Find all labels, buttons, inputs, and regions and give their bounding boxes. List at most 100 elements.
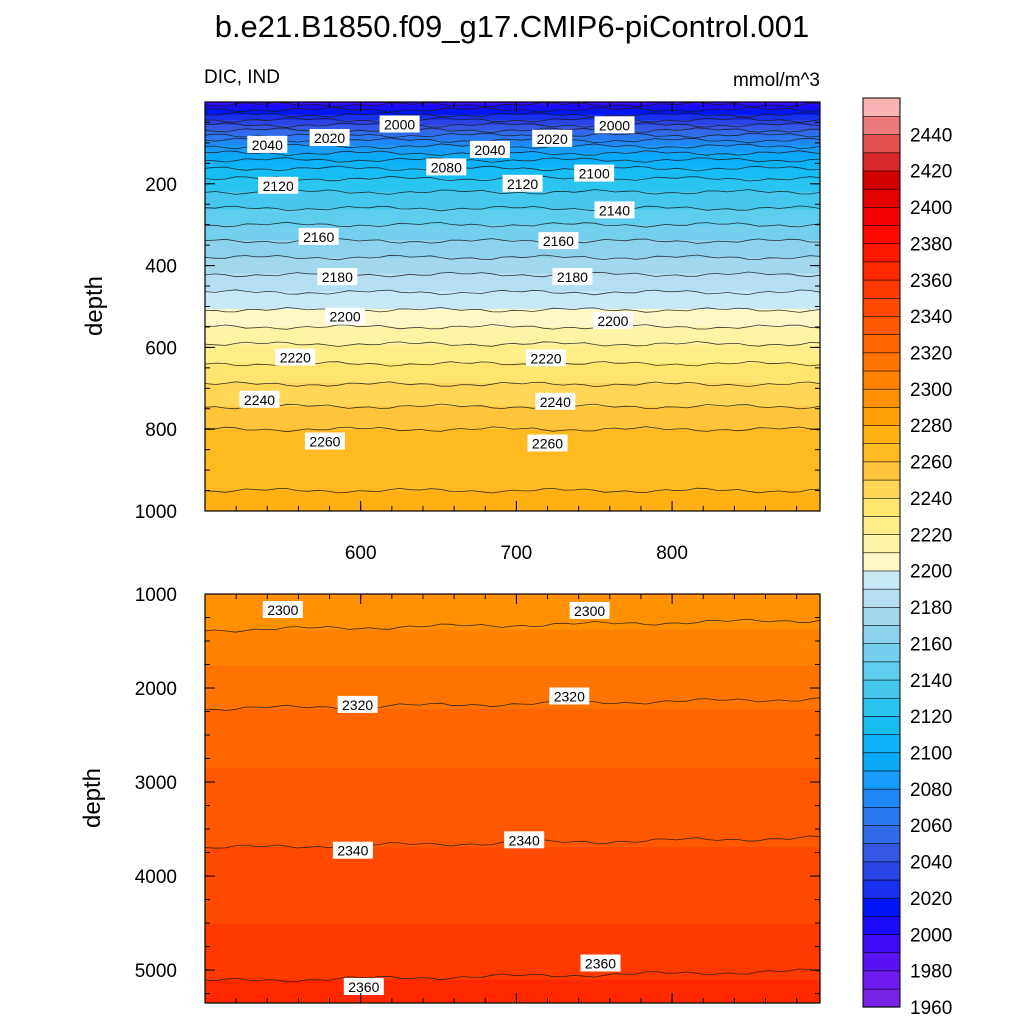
contour-fill-band	[205, 234, 820, 239]
contour-fill-band	[205, 444, 820, 448]
contour-label: 2320	[337, 695, 378, 713]
contour-label-text: 2120	[263, 178, 294, 194]
contour-fill-band	[205, 849, 820, 853]
colorbar-label: 2160	[910, 634, 952, 655]
upper-contour-lines	[205, 102, 820, 494]
contour-fill-band	[205, 245, 820, 249]
contour-fill-band	[205, 1000, 820, 1003]
contour-label-box	[309, 129, 350, 146]
contour-line-2270	[205, 487, 820, 494]
contour-label: 2000	[594, 116, 635, 134]
contour-fill-band	[205, 775, 820, 779]
contour-line-2240	[205, 381, 820, 388]
contour-label-box	[526, 349, 566, 367]
contour-fill-band	[205, 217, 820, 221]
contour-label: 2020	[532, 129, 573, 147]
contour-fill-band	[205, 778, 820, 782]
contour-label-text: 2360	[585, 956, 616, 972]
colorbar-swatch	[862, 424, 901, 445]
contour-fill-band	[205, 326, 820, 331]
upper-panel: DIC, IND mmol/m^3 2040 202020002080204020…	[81, 67, 821, 564]
contour-fill-band	[205, 439, 820, 443]
colorbar-frame	[862, 97, 901, 1008]
colorbar-swatch	[862, 715, 901, 735]
contour-fill-band	[205, 622, 820, 626]
contour-label-box	[594, 201, 635, 219]
contour-fill-band	[205, 926, 820, 930]
contour-fill-band	[205, 678, 820, 682]
contour-fill-band	[205, 142, 820, 147]
contour-label-text: 2200	[330, 309, 361, 325]
colorbar-swatch	[862, 770, 901, 790]
contour-fill-band	[205, 617, 820, 621]
y-tick-label: 400	[145, 257, 177, 278]
contour-fill-band	[205, 719, 820, 723]
contour-fill-band	[205, 242, 820, 246]
contour-fill-band	[205, 401, 820, 405]
colorbar-swatch	[862, 624, 901, 644]
contour-fill-band	[205, 867, 820, 871]
contour-fill-band	[205, 601, 820, 605]
upper-axis-ticks: 200 400 600 800 1000 600 700 800	[135, 101, 820, 564]
contour-fill-band	[205, 854, 820, 858]
contour-fill-band	[205, 293, 820, 297]
contour-line-2190	[205, 289, 820, 296]
units-label: mmol/m^3	[733, 70, 820, 91]
contour-fill-band	[205, 780, 820, 784]
contour-label-text: 2320	[554, 689, 585, 705]
contour-fill-band	[205, 665, 820, 669]
contour-fill-band	[205, 647, 820, 651]
contour-line-2140	[205, 205, 820, 212]
contour-fill-band	[205, 503, 820, 507]
contour-fill-band	[205, 316, 820, 320]
contour-fill-band	[205, 441, 820, 446]
contour-fill-band	[205, 421, 820, 425]
contour-label-box	[275, 348, 316, 366]
contour-fill-band	[205, 398, 820, 402]
colorbar-swatch	[862, 279, 901, 299]
contour-fill-band	[205, 393, 820, 397]
contour-fill-band	[205, 813, 820, 818]
colorbar-swatch	[862, 988, 901, 1008]
contour-label-box	[247, 135, 288, 153]
contour-fill-band	[205, 482, 820, 487]
colorbar-swatch	[862, 879, 901, 899]
colorbar-label: 2100	[910, 744, 952, 765]
contour-fill-band	[205, 367, 820, 372]
contour-fill-band	[205, 640, 820, 644]
contour-fill-band	[205, 974, 820, 979]
lower-plot-frame	[204, 593, 821, 1004]
contour-label-text: 2360	[348, 979, 379, 995]
contour-fill-band	[205, 663, 820, 667]
colorbar-swatch	[862, 915, 901, 935]
contour-fill-band	[205, 691, 820, 695]
contour-fill-band	[205, 650, 820, 654]
contour-fill-band	[205, 724, 820, 728]
contour-fill-band	[205, 160, 820, 165]
contour-label-text: 2160	[543, 233, 574, 249]
lower-y-axis-label: depth	[79, 768, 106, 828]
contour-fill-band	[205, 729, 820, 733]
contour-fill-band	[205, 629, 820, 634]
contour-fill-band	[205, 788, 820, 792]
contour-label-box	[469, 140, 510, 158]
contour-fill-band	[205, 877, 820, 881]
contour-fill-band	[205, 627, 820, 631]
contour-fill-band	[205, 349, 820, 354]
contour-fill-band	[205, 760, 820, 764]
contour-fill-band	[205, 127, 820, 131]
contour-fill-band	[205, 954, 820, 958]
contour-label: 2340	[332, 841, 373, 859]
contour-fill-band	[205, 992, 820, 997]
contour-fill-band	[205, 505, 820, 510]
contour-fill-band	[205, 296, 820, 300]
contour-label-text: 2300	[267, 602, 298, 618]
contour-line-2200	[205, 307, 820, 313]
contour-fill-band	[205, 132, 820, 136]
contour-fill-band	[205, 652, 820, 657]
contour-label-text: 2320	[342, 697, 373, 713]
contour-fill-band	[205, 319, 820, 323]
contour-label-text: 2240	[540, 394, 571, 410]
contour-label-text: 2120	[507, 176, 538, 192]
